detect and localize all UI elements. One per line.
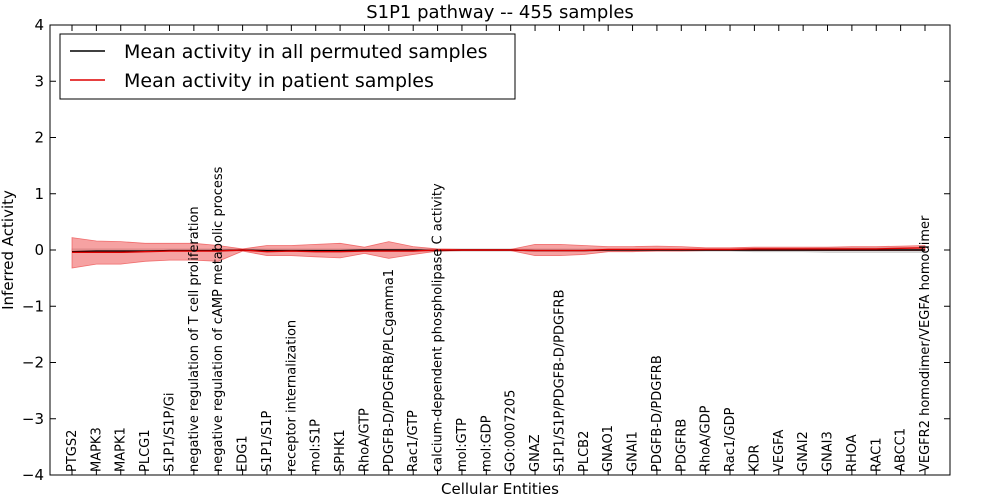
- x-category-label: ABCC1: [894, 428, 909, 472]
- x-category-label: receptor internalization: [284, 320, 299, 472]
- legend-entry: Mean activity in all permuted samples: [124, 41, 487, 63]
- x-category-label: VEGFA: [772, 430, 787, 472]
- x-category-label: RhoA/GDP: [699, 405, 714, 472]
- y-axis: −4 −3 −2 −1 0 1 2 3 4: [22, 16, 950, 484]
- x-category-label: EDG1: [236, 435, 251, 472]
- x-axis: PTGS2 MAPK3 MAPK1 PLCG1 S1P1/S1P/Gi negative …: [65, 25, 933, 475]
- x-category-label: calcium-dependent phospholipase C activi…: [431, 183, 446, 472]
- y-tick-label: −4: [22, 466, 44, 484]
- x-category-label: VEGFR2 homodimer/VEGFA homodimer: [918, 215, 933, 472]
- legend-entry: Mean activity in patient samples: [124, 70, 434, 92]
- legend: Mean activity in all permuted samples Mea…: [59, 33, 516, 100]
- series-lines: [71, 247, 926, 254]
- x-category-label: Rac1/GDP: [723, 407, 738, 472]
- x-category-label: PDGFRB: [674, 419, 689, 472]
- y-axis-label: Inferred Activity: [0, 190, 17, 310]
- x-category-label: MAPK3: [89, 427, 104, 472]
- y-tick-label: 1: [34, 185, 44, 203]
- x-category-label: PDGFB-D/PDGFRB/PLCgamma1: [382, 269, 397, 472]
- y-tick-label: 0: [34, 241, 44, 259]
- x-category-label: GNAI1: [626, 431, 641, 472]
- x-category-label: GNAO1: [601, 425, 616, 472]
- x-category-label: PLCB2: [577, 431, 592, 472]
- y-tick-label: 4: [34, 16, 44, 34]
- series-line: [72, 247, 926, 254]
- y-tick-label: 3: [34, 72, 44, 90]
- x-category-label: PDGFB-D/PDGFRB: [650, 355, 665, 472]
- x-category-label: S1P1/S1P: [260, 410, 275, 472]
- x-category-label: PLCG1: [138, 429, 153, 472]
- x-category-label: mol:GDP: [479, 415, 494, 472]
- y-tick-label: 2: [34, 129, 44, 147]
- x-category-label: mol:S1P: [309, 419, 324, 472]
- y-tick-label: −2: [22, 354, 44, 372]
- x-category-label: GNAI3: [821, 431, 836, 472]
- x-category-label: negative regulation of T cell proliferat…: [187, 206, 202, 472]
- x-category-label: RHOA: [845, 434, 860, 472]
- chart-title: S1P1 pathway -- 455 samples: [366, 2, 634, 23]
- x-category-label: SPHK1: [333, 429, 348, 472]
- x-axis-label: Cellular Entities: [441, 480, 559, 498]
- x-category-label: Rac1/GTP: [406, 410, 421, 472]
- y-tick-label: −3: [22, 410, 44, 428]
- x-category-label: MAPK1: [114, 427, 129, 472]
- x-category-label: S1P1/S1P/Gi: [162, 393, 177, 472]
- x-category-label: mol:GTP: [455, 418, 470, 472]
- x-category-label: S1P1/S1P/PDGFB-D/PDGFRB: [552, 289, 567, 472]
- x-category-label: RAC1: [869, 437, 884, 472]
- x-category-label: GO:0007205: [504, 390, 519, 472]
- x-category-label: GNAZ: [528, 434, 543, 472]
- x-category-label: GNAI2: [796, 431, 811, 472]
- x-category-label: PTGS2: [65, 430, 80, 472]
- x-category-label: KDR: [747, 444, 762, 472]
- x-category-label: negative regulation of cAMP metabolic pr…: [211, 166, 226, 472]
- legend-box: [59, 33, 516, 100]
- x-category-label: RhoA/GTP: [357, 408, 372, 472]
- y-tick-label: −1: [22, 297, 44, 315]
